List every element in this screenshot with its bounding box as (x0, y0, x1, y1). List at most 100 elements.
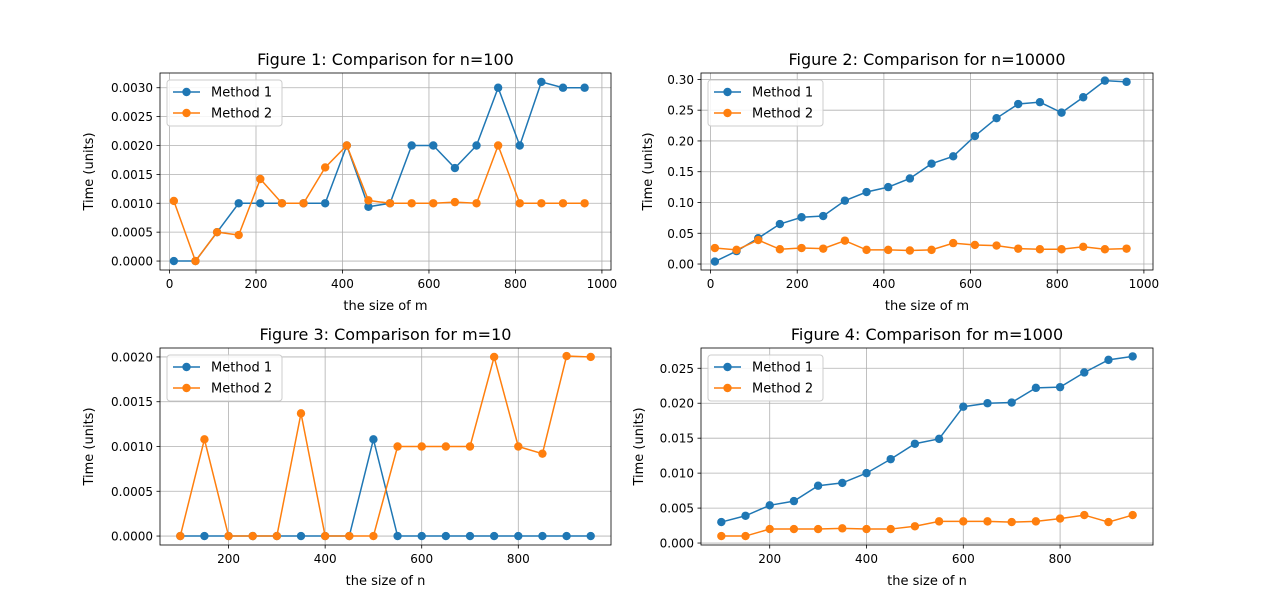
data-point-method-2 (342, 141, 351, 150)
legend: Method 1 Method 2 (707, 79, 824, 127)
x-tick-label: 400 (331, 277, 354, 291)
data-point-method-1 (558, 83, 568, 92)
data-point-method-2 (429, 199, 438, 208)
data-point-method-1 (369, 435, 378, 444)
data-point-method-1 (296, 531, 306, 541)
data-point-method-2 (248, 531, 257, 541)
data-point-method-1 (838, 478, 847, 488)
data-point-method-1 (983, 399, 992, 408)
data-point-method-1 (586, 531, 595, 541)
x-axis-label: the size of n (887, 574, 967, 589)
data-point-method-2 (949, 238, 958, 248)
data-point-method-1 (1080, 368, 1089, 377)
data-point-method-2 (537, 199, 546, 208)
x-tick-label: 200 (758, 552, 781, 566)
data-point-method-1 (562, 531, 571, 541)
data-point-method-1 (949, 152, 958, 161)
data-point-method-1 (489, 531, 499, 541)
chart-title: Figure 3: Comparison for m=10 (260, 325, 512, 344)
data-point-method-1 (1104, 355, 1113, 365)
plot-frame (159, 347, 612, 546)
data-point-method-1 (472, 141, 481, 150)
data-point-method-1 (884, 182, 893, 192)
data-point-method-1 (393, 531, 402, 541)
data-point-method-1 (429, 141, 438, 150)
y-tick-label: 0.0020 (111, 139, 153, 153)
data-point-method-2 (493, 141, 503, 150)
data-point-method-2 (441, 442, 451, 451)
y-tick-label: 0.0025 (111, 110, 153, 124)
data-point-method-1 (538, 531, 547, 541)
y-tick-label: 0.0015 (111, 395, 153, 409)
data-point-method-2 (385, 199, 395, 208)
data-point-method-2 (212, 227, 222, 237)
data-point-method-2 (1035, 245, 1045, 254)
data-point-method-1 (493, 83, 503, 92)
legend-marker (182, 362, 191, 372)
data-point-method-1 (934, 434, 944, 444)
data-point-method-2 (910, 522, 920, 531)
data-point-method-1 (813, 481, 823, 490)
x-tick-label: 400 (872, 277, 895, 291)
y-tick-label: 0.000 (660, 537, 694, 551)
legend-label: Method 2 (752, 382, 813, 397)
data-point-method-1 (537, 77, 546, 87)
chart-panel-2: Figure 2: Comparison for n=10000 the siz… (641, 50, 1159, 314)
legend-label: Method 1 (211, 86, 272, 101)
chart-panel-1: Figure 1: Comparison for n=100 the size … (82, 50, 617, 314)
x-tick-label: 400 (855, 552, 878, 566)
plot-frame (700, 72, 1154, 271)
plot-frame (159, 72, 612, 271)
x-tick-label: 600 (959, 277, 982, 291)
x-tick-label: 200 (786, 277, 809, 291)
x-tick-label: 200 (245, 277, 268, 291)
y-tick-label: 0.0030 (111, 81, 153, 95)
data-point-method-1 (450, 163, 460, 173)
x-tick-label: 800 (504, 277, 527, 291)
data-point-method-1 (905, 174, 915, 183)
data-point-method-1 (1055, 382, 1065, 392)
data-point-method-1 (1057, 108, 1066, 117)
data-point-method-2 (407, 199, 416, 208)
x-tick-label: 0 (707, 277, 715, 291)
data-point-method-1 (200, 531, 209, 541)
data-point-method-2 (765, 524, 774, 534)
y-tick-label: 0.0000 (111, 530, 153, 544)
chart-panel-4: Figure 4: Comparison for m=1000 the size… (632, 325, 1154, 589)
data-point-method-1 (1128, 352, 1137, 361)
chart-title: Figure 4: Comparison for m=1000 (791, 325, 1063, 344)
y-tick-label: 0.0010 (111, 197, 153, 211)
y-tick-label: 0.0020 (111, 350, 153, 364)
data-point-method-1 (256, 199, 265, 208)
data-point-method-1 (840, 196, 850, 205)
y-tick-label: 0.25 (667, 104, 694, 118)
data-point-method-2 (1031, 517, 1041, 526)
x-axis-label: the size of m (885, 299, 969, 314)
y-tick-label: 0.15 (667, 165, 694, 179)
legend-marker (723, 87, 732, 97)
x-tick-label: 800 (1049, 552, 1072, 566)
chart-title: Figure 2: Comparison for n=10000 (788, 50, 1065, 69)
legend-label: Method 1 (211, 361, 272, 376)
legend-marker (723, 383, 732, 393)
data-point-method-1 (441, 531, 451, 541)
data-point-method-2 (562, 351, 571, 361)
x-axis-label: the size of m (343, 299, 427, 314)
data-point-method-2 (586, 352, 595, 362)
x-tick-label: 1000 (587, 277, 618, 291)
data-point-method-2 (789, 524, 799, 534)
data-point-method-2 (538, 449, 547, 458)
chart-title: Figure 1: Comparison for n=100 (257, 50, 514, 69)
legend-marker (182, 108, 191, 118)
data-point-method-2 (732, 245, 741, 255)
data-point-method-2 (884, 245, 893, 255)
data-point-method-2 (1007, 517, 1016, 527)
data-point-method-2 (465, 442, 475, 451)
data-point-method-2 (1104, 517, 1113, 527)
y-tick-label: 0.30 (667, 73, 694, 87)
legend-label: Method 2 (752, 107, 813, 122)
y-tick-label: 0.0005 (111, 485, 153, 499)
data-point-method-2 (797, 243, 806, 253)
y-tick-label: 0.005 (660, 502, 694, 516)
legend: Method 1 Method 2 (166, 354, 283, 402)
